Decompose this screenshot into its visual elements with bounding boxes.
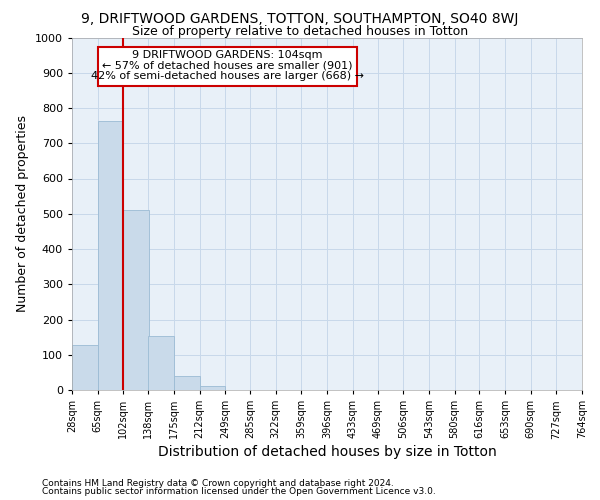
Text: Contains HM Land Registry data © Crown copyright and database right 2024.: Contains HM Land Registry data © Crown c… [42, 478, 394, 488]
FancyBboxPatch shape [98, 48, 358, 86]
Text: Contains public sector information licensed under the Open Government Licence v3: Contains public sector information licen… [42, 487, 436, 496]
Text: ← 57% of detached houses are smaller (901): ← 57% of detached houses are smaller (90… [103, 60, 353, 70]
Text: 9 DRIFTWOOD GARDENS: 104sqm: 9 DRIFTWOOD GARDENS: 104sqm [133, 50, 323, 60]
Bar [199, 386, 225, 390]
Text: 42% of semi-detached houses are larger (668) →: 42% of semi-detached houses are larger (… [91, 70, 364, 81]
Bar [72, 345, 98, 390]
Y-axis label: Number of detached properties: Number of detached properties [16, 116, 29, 312]
Text: 9, DRIFTWOOD GARDENS, TOTTON, SOUTHAMPTON, SO40 8WJ: 9, DRIFTWOOD GARDENS, TOTTON, SOUTHAMPTO… [82, 12, 518, 26]
Bar [148, 336, 174, 390]
Bar [98, 121, 123, 390]
Text: Size of property relative to detached houses in Totton: Size of property relative to detached ho… [132, 25, 468, 38]
Bar [174, 376, 199, 390]
Bar [123, 210, 149, 390]
X-axis label: Distribution of detached houses by size in Totton: Distribution of detached houses by size … [158, 446, 496, 460]
